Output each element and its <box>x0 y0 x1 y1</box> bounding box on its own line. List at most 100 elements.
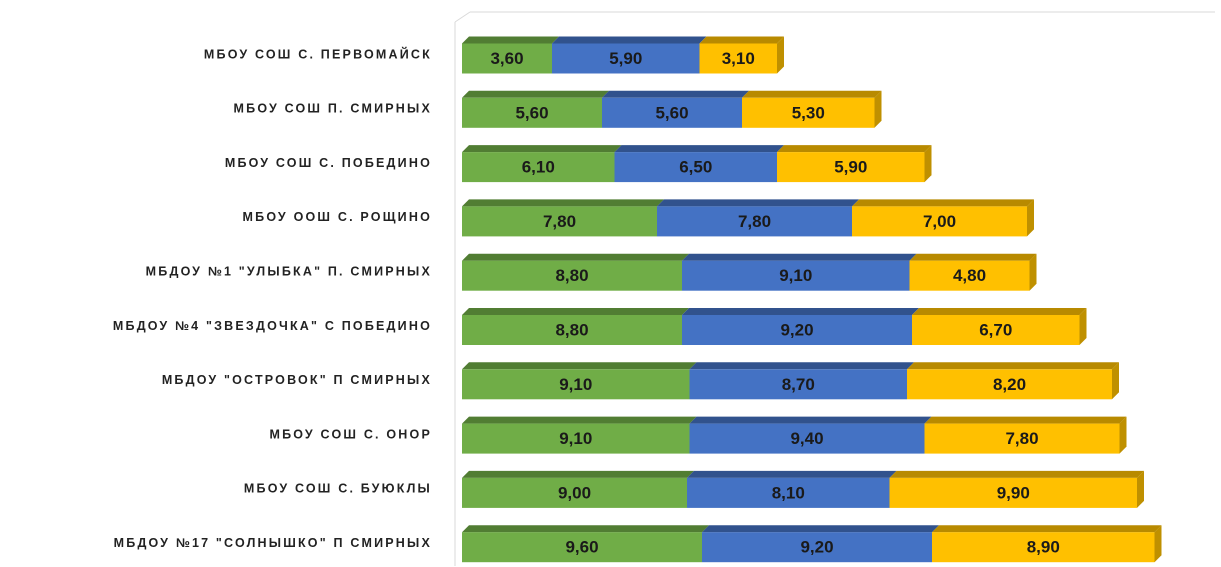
bar-segment <box>657 199 859 237</box>
bar-top <box>657 199 859 207</box>
bar-front <box>462 315 682 345</box>
bar-front <box>657 206 852 237</box>
bar-segment <box>614 145 784 183</box>
value-label: 9,40 <box>790 429 823 448</box>
value-label: 5,60 <box>655 103 688 122</box>
bar-segment <box>742 90 882 128</box>
bar-front <box>462 369 690 400</box>
value-label: 6,50 <box>679 158 712 177</box>
bar-front <box>462 423 690 454</box>
category-label: МБОУ ООШ С. РОЩИНО <box>243 210 432 224</box>
value-label: 3,10 <box>722 49 755 68</box>
bar-front <box>462 260 682 291</box>
bar-segment <box>462 416 697 454</box>
bar-segment <box>462 253 689 291</box>
category-label: МБДОУ "ОСТРОВОК" П СМИРНЫХ <box>162 373 432 387</box>
bar-top <box>462 470 694 478</box>
value-label: 6,70 <box>979 320 1012 339</box>
bar-front <box>462 477 687 508</box>
bar-segment <box>699 36 784 74</box>
bar-front <box>682 260 910 291</box>
value-label: 9,00 <box>558 483 591 502</box>
bar-front <box>702 532 932 563</box>
bar-front <box>909 260 1030 291</box>
bar-top <box>462 253 689 261</box>
bar-side <box>1029 253 1037 291</box>
category-label: МБОУ СОШ П. СМИРНЫХ <box>234 102 432 116</box>
bar-segment <box>462 470 694 508</box>
bar-segment <box>689 416 932 454</box>
bar-side <box>874 90 882 128</box>
bar-segment <box>462 525 709 563</box>
bar-front <box>932 532 1155 563</box>
value-label: 9,20 <box>780 320 813 339</box>
bar-top <box>462 308 689 315</box>
bar-top <box>909 253 1037 261</box>
bar-front <box>462 206 657 237</box>
bar-top <box>924 416 1127 424</box>
value-label: 7,00 <box>923 212 956 231</box>
bar-segment <box>602 90 749 128</box>
bar-front <box>907 369 1112 400</box>
category-label: МБОУ СОШ С. ПЕРВОМАЙСК <box>204 46 432 61</box>
bar-top <box>462 90 609 98</box>
bar-top <box>689 362 914 370</box>
value-label: 7,80 <box>543 212 576 231</box>
bar-top <box>462 416 697 424</box>
bar-top <box>552 36 707 44</box>
bar-front <box>462 532 702 563</box>
bar-top <box>682 308 919 315</box>
value-label: 8,10 <box>772 483 805 502</box>
bar-front <box>602 97 742 128</box>
bar-side <box>777 36 784 74</box>
bar-front <box>552 43 700 74</box>
bar-front <box>889 477 1137 508</box>
value-label: 9,10 <box>779 266 812 285</box>
bar-side <box>1027 199 1034 237</box>
value-label: 9,10 <box>559 429 592 448</box>
value-label: 8,20 <box>993 375 1026 394</box>
category-label: МБОУ СОШ С. ПОБЕДИНО <box>225 156 432 170</box>
category-label: МБДОУ №1 "УЛЫБКА" П. СМИРНЫХ <box>146 264 432 278</box>
value-label: 9,60 <box>565 538 598 557</box>
bar-segment <box>909 253 1037 291</box>
bar-segment <box>852 199 1034 237</box>
bar-front <box>924 423 1120 454</box>
bar-segment <box>702 525 939 563</box>
bar-segment <box>552 36 707 74</box>
category-label: МБОУ СОШ С. ОНОР <box>269 427 432 441</box>
bar-front <box>462 97 602 128</box>
value-label: 6,10 <box>522 158 555 177</box>
bar-segment <box>462 90 609 128</box>
bar-side <box>1154 525 1162 563</box>
value-label: 8,80 <box>555 266 588 285</box>
bar-segment <box>462 308 689 345</box>
bar-front <box>689 423 925 454</box>
bar-top <box>462 36 559 44</box>
bar-segment <box>682 253 917 291</box>
bar-side <box>924 145 932 183</box>
bar-top <box>742 90 882 98</box>
bar-front <box>462 152 615 183</box>
bar-segment <box>462 36 559 74</box>
bar-front <box>689 369 907 400</box>
bar-segment <box>889 470 1144 508</box>
bar-top <box>462 199 664 207</box>
value-label: 9,10 <box>559 375 592 394</box>
bar-front <box>742 97 875 128</box>
bar-top <box>462 362 697 370</box>
value-label: 5,30 <box>792 103 825 122</box>
bar-side <box>1079 308 1087 345</box>
bar-front <box>687 477 890 508</box>
bar-top <box>702 525 939 533</box>
bar-segment <box>462 199 664 237</box>
bar-top <box>699 36 784 44</box>
value-label: 8,80 <box>555 320 588 339</box>
category-label: МБДОУ №17 "СОЛНЫШКО" П СМИРНЫХ <box>114 536 432 550</box>
value-label: 3,60 <box>490 49 523 68</box>
bar-front <box>462 43 552 74</box>
bar-side <box>1137 470 1144 508</box>
bar-top <box>462 145 622 153</box>
